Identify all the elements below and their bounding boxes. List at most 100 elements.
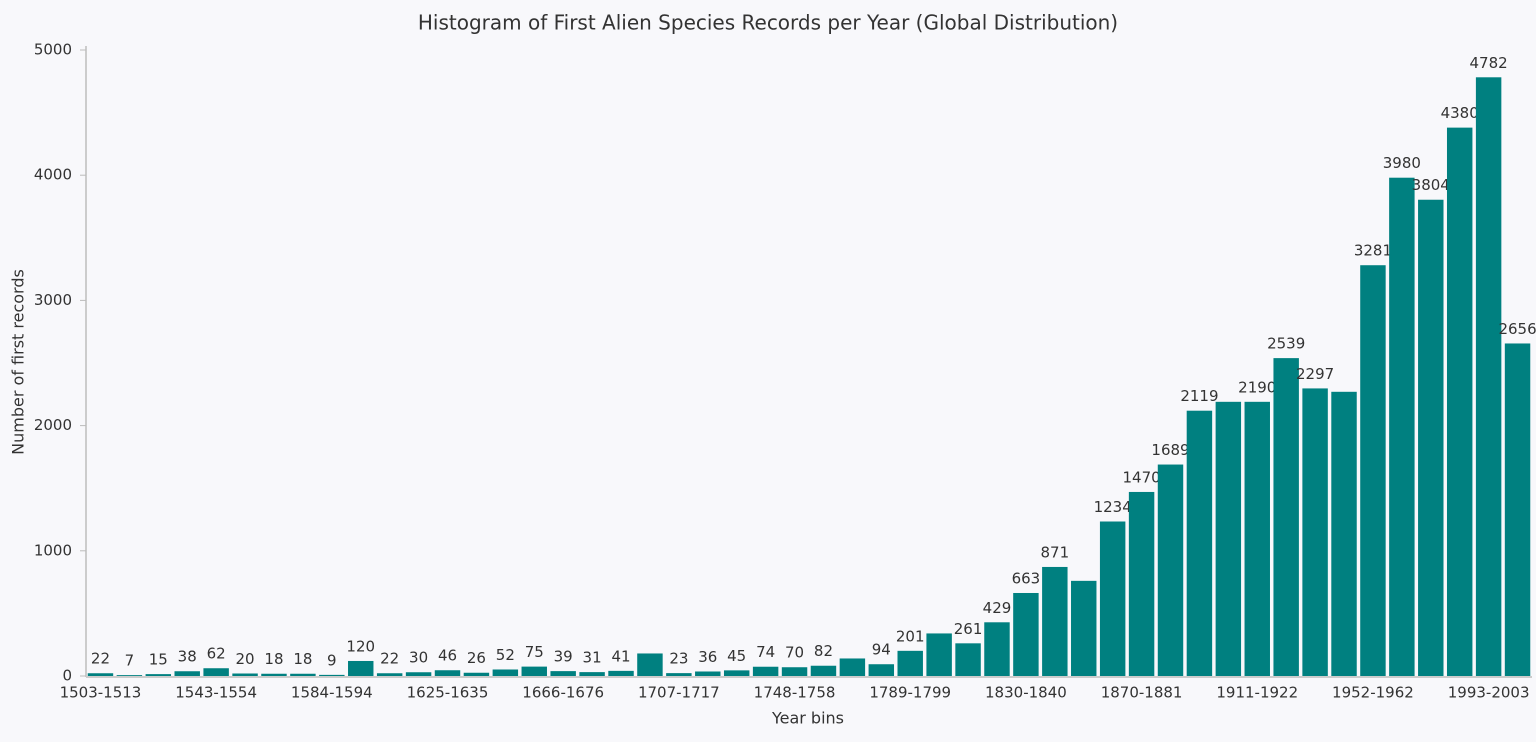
x-tick-label: 1952-1962 — [1332, 684, 1414, 702]
value-label: 46 — [438, 647, 457, 665]
x-tick-label: 1789-1799 — [869, 684, 951, 702]
y-tick-label: 0 — [62, 667, 72, 685]
bar — [579, 672, 605, 676]
value-label: 70 — [785, 644, 804, 662]
x-tick-label: 1830-1840 — [985, 684, 1067, 702]
value-label: 20 — [236, 650, 255, 668]
value-label: 2297 — [1296, 365, 1334, 383]
x-axis-label: Year bins — [771, 709, 844, 728]
value-label: 3804 — [1412, 176, 1450, 194]
x-tick-label: 1748-1758 — [754, 684, 836, 702]
bar — [290, 673, 316, 676]
value-label: 429 — [983, 599, 1012, 617]
value-label: 36 — [698, 648, 717, 666]
bar — [1244, 401, 1270, 676]
value-label: 201 — [896, 627, 925, 645]
value-label: 120 — [346, 637, 375, 655]
bar — [550, 671, 576, 676]
bar — [1446, 127, 1473, 676]
value-label: 2119 — [1180, 387, 1218, 405]
value-label: 74 — [756, 643, 775, 661]
x-tick-label: 1666-1676 — [522, 684, 604, 702]
y-tick-label: 1000 — [34, 541, 72, 559]
value-label: 663 — [1012, 569, 1041, 587]
bar — [955, 643, 981, 676]
bar — [723, 670, 750, 676]
value-label: 3980 — [1383, 154, 1421, 172]
bar — [1360, 265, 1386, 676]
x-tick-label: 1625-1635 — [407, 684, 489, 702]
x-tick-label: 1993-2003 — [1448, 684, 1530, 702]
bar — [984, 622, 1010, 676]
value-label: 261 — [954, 620, 983, 638]
x-tick-label: 1503-1513 — [60, 684, 142, 702]
bar — [1302, 388, 1328, 676]
value-label: 45 — [727, 647, 746, 665]
bar — [145, 674, 172, 676]
bar — [203, 668, 229, 676]
bar — [1215, 401, 1242, 676]
bar — [1186, 410, 1213, 676]
bar — [1273, 358, 1299, 676]
bar — [434, 670, 461, 676]
value-label: 52 — [496, 646, 515, 664]
value-label: 94 — [872, 641, 891, 659]
bar — [1099, 521, 1126, 676]
bar — [348, 660, 374, 676]
bar — [1475, 77, 1502, 677]
bar — [1013, 592, 1039, 676]
x-tick-label: 1707-1717 — [638, 684, 720, 702]
bar — [868, 664, 895, 676]
value-label: 18 — [264, 650, 283, 668]
x-tick-label: 1543-1554 — [175, 684, 257, 702]
value-label: 2539 — [1267, 335, 1305, 353]
x-tick-label: 1911-1922 — [1216, 684, 1298, 702]
value-label: 4782 — [1470, 54, 1508, 72]
bar — [637, 653, 663, 676]
bar — [1389, 177, 1415, 677]
bar — [232, 673, 258, 676]
bar — [319, 674, 345, 676]
value-label: 9 — [327, 651, 337, 669]
bar — [666, 673, 692, 676]
bar — [463, 672, 490, 676]
value-label: 62 — [207, 645, 226, 663]
value-label: 15 — [149, 651, 168, 669]
bar — [376, 673, 403, 676]
bar — [1504, 343, 1531, 676]
value-label: 871 — [1040, 543, 1069, 561]
value-label: 4380 — [1441, 104, 1479, 122]
value-label: 1689 — [1151, 441, 1189, 459]
bar — [87, 673, 114, 676]
value-label: 82 — [814, 642, 833, 660]
y-tick-label: 5000 — [34, 41, 72, 59]
value-label: 31 — [583, 649, 602, 667]
bar — [1042, 566, 1068, 676]
bar — [261, 673, 287, 676]
bar — [1157, 464, 1184, 676]
bar — [405, 672, 432, 676]
y-tick-label: 4000 — [34, 166, 72, 184]
bar — [492, 669, 519, 676]
value-label: 38 — [178, 648, 197, 666]
bar — [839, 658, 866, 676]
bar — [897, 650, 923, 676]
bar — [1418, 199, 1444, 676]
bar — [116, 675, 143, 676]
value-label: 18 — [293, 650, 312, 668]
x-tick-label: 1870-1881 — [1101, 684, 1183, 702]
chart-title: Histogram of First Alien Species Records… — [418, 11, 1118, 35]
bar — [752, 666, 779, 676]
value-label: 39 — [554, 648, 573, 666]
bar — [1128, 491, 1155, 676]
bar — [174, 671, 200, 676]
y-tick-label: 3000 — [34, 291, 72, 309]
bar — [926, 633, 952, 676]
value-label: 2656 — [1498, 320, 1536, 338]
value-label: 22 — [380, 650, 399, 668]
value-label: 3281 — [1354, 242, 1392, 260]
value-label: 1234 — [1094, 498, 1132, 516]
x-tick-label: 1584-1594 — [291, 684, 373, 702]
bar — [608, 670, 634, 676]
